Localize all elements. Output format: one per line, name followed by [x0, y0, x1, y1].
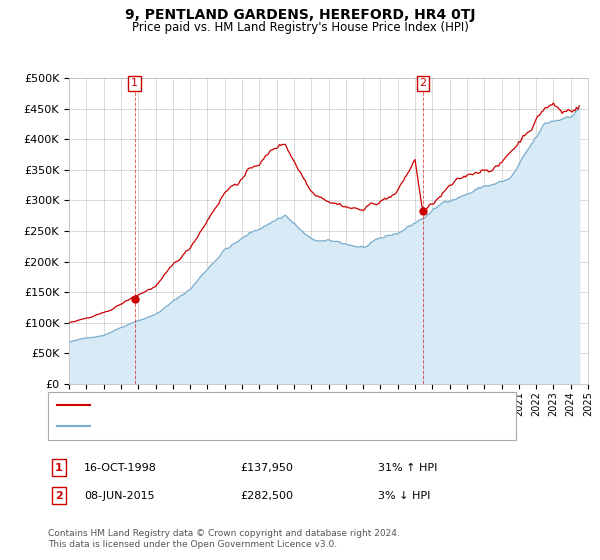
Text: 9, PENTLAND GARDENS, HEREFORD, HR4 0TJ (detached house): 9, PENTLAND GARDENS, HEREFORD, HR4 0TJ (… [96, 400, 425, 410]
Text: 2: 2 [419, 78, 427, 88]
Text: 1: 1 [131, 78, 138, 88]
Text: 2: 2 [55, 491, 62, 501]
Text: Price paid vs. HM Land Registry's House Price Index (HPI): Price paid vs. HM Land Registry's House … [131, 21, 469, 34]
Text: 31% ↑ HPI: 31% ↑ HPI [378, 463, 437, 473]
Text: HPI: Average price, detached house, Herefordshire: HPI: Average price, detached house, Here… [96, 421, 360, 431]
Text: £282,500: £282,500 [240, 491, 293, 501]
Text: 9, PENTLAND GARDENS, HEREFORD, HR4 0TJ: 9, PENTLAND GARDENS, HEREFORD, HR4 0TJ [125, 8, 475, 22]
Text: 08-JUN-2015: 08-JUN-2015 [84, 491, 155, 501]
Text: £137,950: £137,950 [240, 463, 293, 473]
Text: Contains HM Land Registry data © Crown copyright and database right 2024.
This d: Contains HM Land Registry data © Crown c… [48, 529, 400, 549]
Text: 16-OCT-1998: 16-OCT-1998 [84, 463, 157, 473]
Text: 3% ↓ HPI: 3% ↓ HPI [378, 491, 430, 501]
Text: 1: 1 [55, 463, 62, 473]
